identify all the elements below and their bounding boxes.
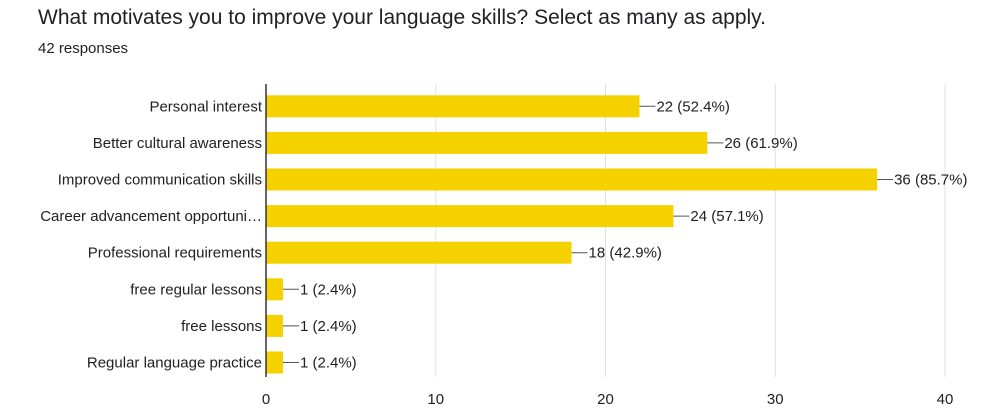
bar xyxy=(266,241,572,264)
category-label: free regular lessons xyxy=(130,281,262,298)
category-label: Professional requirements xyxy=(88,245,262,262)
response-count: 42 responses xyxy=(38,40,129,57)
question-title: What motivates you to improve your langu… xyxy=(38,6,766,29)
bar xyxy=(266,95,640,118)
bar xyxy=(266,314,283,337)
x-tick-label: 10 xyxy=(427,391,444,408)
x-tick-label: 0 xyxy=(262,391,270,408)
value-label: 1 (2.4%) xyxy=(300,281,357,298)
value-labels: 22 (52.4%) 26 (61.9%) 36 (85.7%) 24 (57.1%)… xyxy=(282,98,967,372)
bar xyxy=(266,278,283,301)
category-label: Improved communication skills xyxy=(58,172,262,189)
value-label: 22 (52.4%) xyxy=(656,98,729,115)
value-label: 24 (57.1%) xyxy=(690,208,763,225)
category-label: Personal interest xyxy=(149,98,262,115)
category-label: Career advancement opportuni… xyxy=(40,208,262,225)
bar xyxy=(266,205,674,228)
x-tick-label: 30 xyxy=(767,391,784,408)
value-label: 26 (61.9%) xyxy=(724,135,797,152)
bar xyxy=(266,351,283,374)
grid-lines xyxy=(435,84,946,377)
x-tick-label: 20 xyxy=(597,391,614,408)
value-label: 1 (2.4%) xyxy=(300,355,357,372)
category-label: free lessons xyxy=(181,318,262,335)
value-label: 1 (2.4%) xyxy=(300,318,357,335)
category-labels: Personal interest Better cultural awarene… xyxy=(40,98,263,371)
value-label: 36 (85.7%) xyxy=(894,172,967,189)
bars xyxy=(266,95,878,374)
x-axis-ticks: 0 10 20 30 40 xyxy=(262,391,954,408)
bar xyxy=(266,168,878,191)
x-tick-label: 40 xyxy=(937,391,954,408)
category-label: Better cultural awareness xyxy=(93,135,262,152)
category-label: Regular language practice xyxy=(87,355,262,372)
value-label: 18 (42.9%) xyxy=(589,245,662,262)
bar xyxy=(266,131,708,154)
